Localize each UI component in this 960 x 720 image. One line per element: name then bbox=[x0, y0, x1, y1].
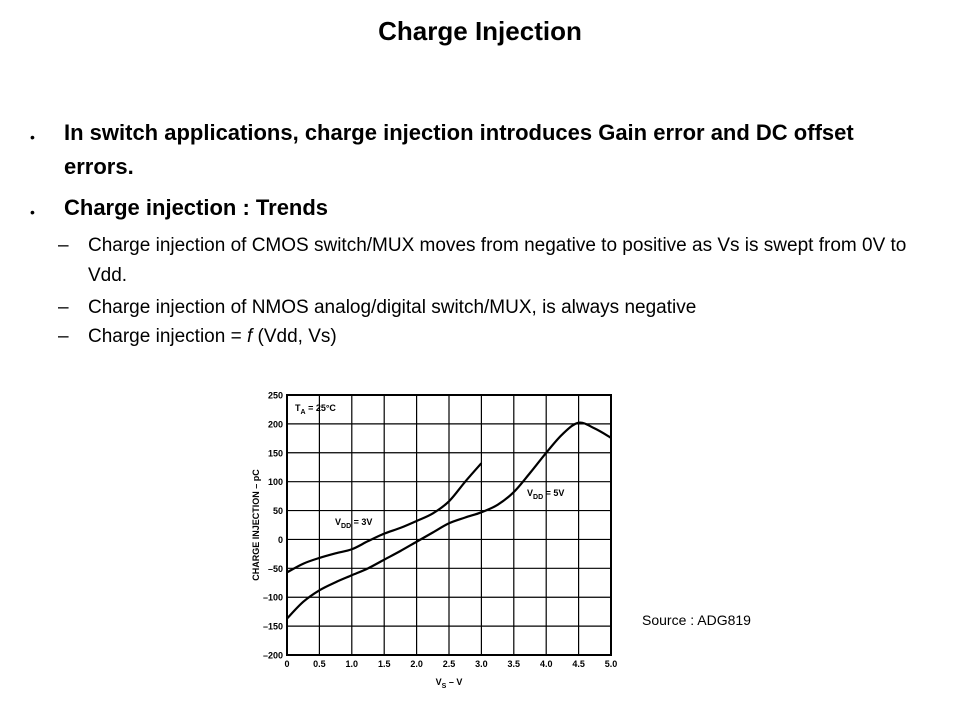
x-axis-label: VS – V bbox=[436, 677, 463, 690]
slide-title: Charge Injection bbox=[378, 16, 582, 46]
bullet-text: Charge injection : Trends bbox=[64, 195, 329, 220]
sub-bullet-marker: – bbox=[58, 297, 69, 318]
x-tick-label: 1.0 bbox=[346, 659, 359, 669]
temperature-annotation: TA = 25°C bbox=[295, 403, 336, 416]
sub-bullet-text: Charge injection of CMOS switch/MUX move… bbox=[88, 235, 907, 286]
sub-bullet-marker: – bbox=[58, 326, 69, 347]
x-tick-label: 4.5 bbox=[572, 659, 585, 669]
x-tick-label: 2.0 bbox=[410, 659, 423, 669]
bullet-marker: • bbox=[30, 204, 35, 220]
formula-suffix: (Vdd, Vs) bbox=[252, 326, 337, 347]
y-tick-label: –100 bbox=[263, 593, 283, 603]
y-tick-label: –200 bbox=[263, 651, 283, 661]
vdd-3v-label: VDD = 3V bbox=[335, 517, 372, 530]
y-tick-label: 0 bbox=[278, 535, 283, 545]
y-tick-label: 50 bbox=[273, 506, 283, 516]
source-note: Source : ADG819 bbox=[642, 612, 751, 628]
x-tick-label: 1.5 bbox=[378, 659, 391, 669]
x-tick-label: 5.0 bbox=[605, 659, 618, 669]
vdd-3v-curve bbox=[286, 462, 483, 574]
vdd-5v-curve bbox=[286, 421, 612, 620]
formula-prefix: Charge injection = bbox=[88, 326, 247, 347]
sub-bullet-text: Charge injection of NMOS analog/digital … bbox=[88, 297, 697, 318]
bullet-text: In switch applications, charge injection… bbox=[64, 120, 854, 179]
x-tick-label: 0 bbox=[284, 659, 289, 669]
y-tick-label: 250 bbox=[268, 391, 283, 401]
x-tick-label: 0.5 bbox=[313, 659, 326, 669]
y-tick-label: 150 bbox=[268, 448, 283, 458]
x-tick-label: 3.0 bbox=[475, 659, 488, 669]
y-axis-label: CHARGE INJECTION – pC bbox=[251, 469, 261, 581]
y-tick-label: 200 bbox=[268, 419, 283, 429]
sub-bullet-marker: – bbox=[58, 235, 69, 256]
y-tick-label: 100 bbox=[268, 477, 283, 487]
x-tick-label: 4.0 bbox=[540, 659, 553, 669]
bullet-marker: • bbox=[30, 129, 35, 145]
plot-frame bbox=[286, 394, 612, 656]
vdd-5v-label: VDD = 5V bbox=[527, 488, 564, 501]
y-tick-label: –150 bbox=[263, 622, 283, 632]
sub-bullet-text: Charge injection = f (Vdd, Vs) bbox=[88, 322, 928, 352]
x-tick-label: 2.5 bbox=[443, 659, 456, 669]
y-tick-label: –50 bbox=[268, 564, 283, 574]
formula-function: f bbox=[246, 326, 253, 347]
x-tick-label: 3.5 bbox=[508, 659, 521, 669]
